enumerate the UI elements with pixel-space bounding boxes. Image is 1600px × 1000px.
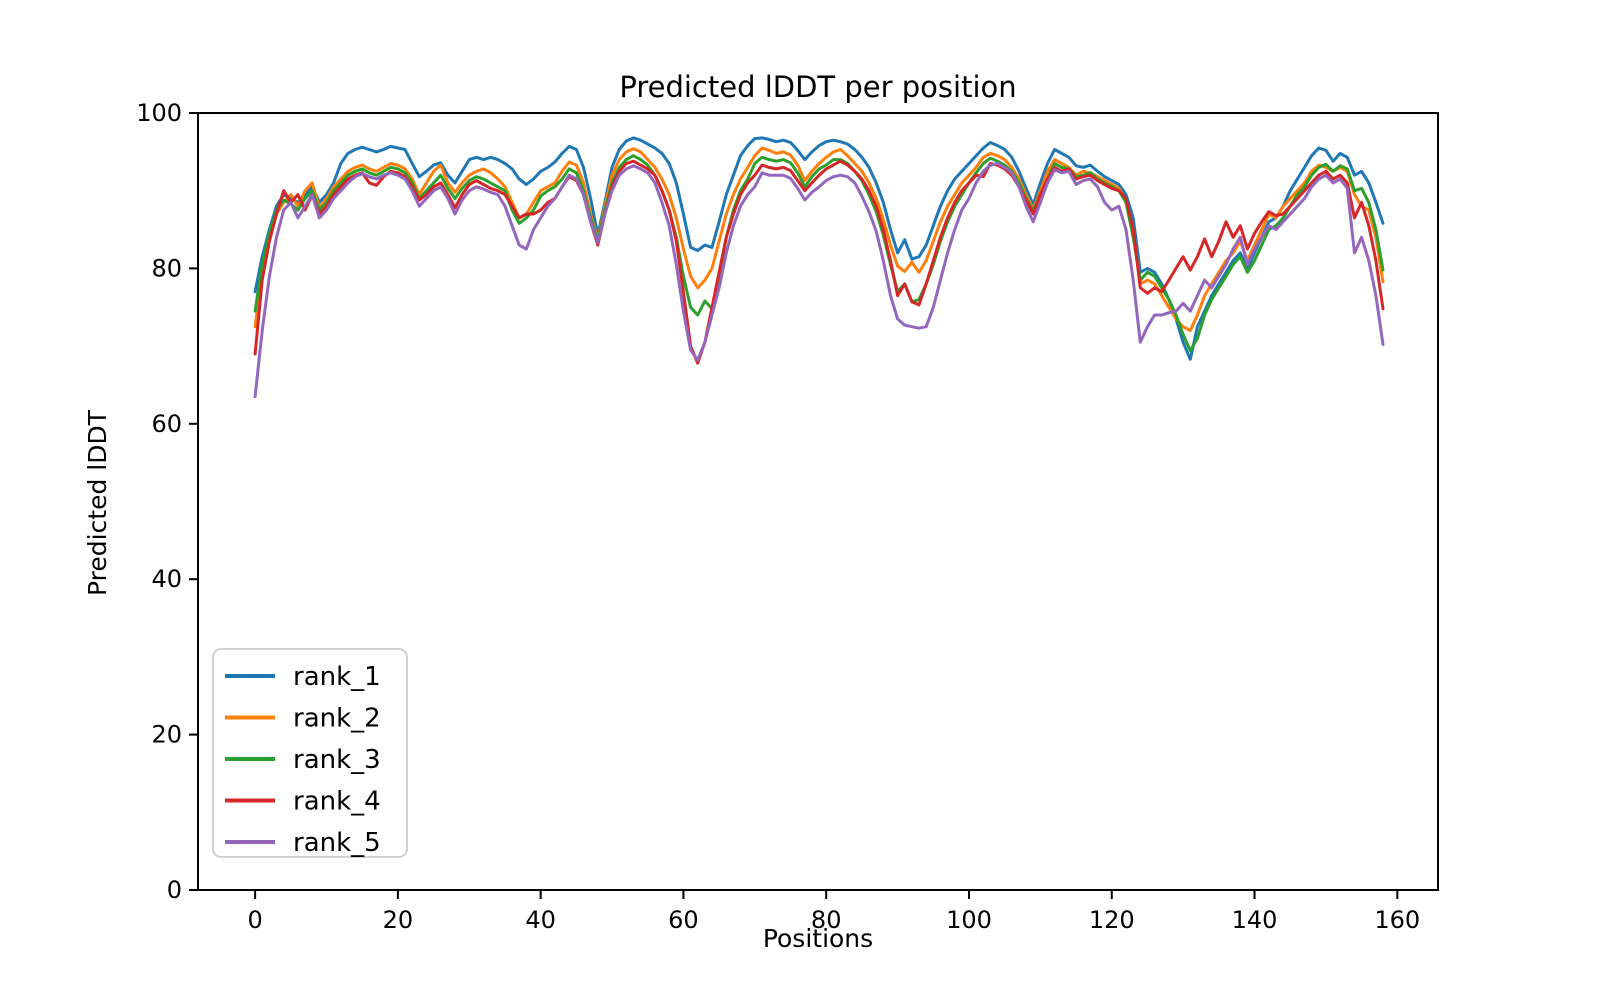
x-tick-label: 120 [1089, 906, 1135, 934]
y-tick-label: 100 [136, 99, 182, 127]
series-line-rank_1 [253, 136, 1385, 361]
x-axis-label: Positions [762, 924, 874, 953]
legend-label-rank_2: rank_2 [293, 704, 381, 734]
x-tick-label: 20 [383, 906, 414, 934]
y-tick-label: 40 [151, 565, 182, 593]
series-line-rank_3 [253, 154, 1385, 353]
series-line-rank_4 [253, 159, 1385, 365]
x-tick-label: 80 [811, 906, 842, 934]
legend-label-rank_3: rank_3 [293, 745, 381, 775]
legend-label-rank_1: rank_1 [293, 662, 381, 692]
x-tick-label: 160 [1374, 906, 1420, 934]
y-tick-label: 80 [151, 254, 182, 282]
legend-label-rank_5: rank_5 [293, 828, 381, 858]
series-line-rank_5 [253, 162, 1385, 399]
y-axis-label: Predicted lDDT [83, 409, 112, 597]
legend-box [212, 648, 408, 858]
series-line-rank_2 [253, 146, 1385, 333]
y-tick-label: 0 [167, 876, 182, 904]
x-tick-label: 100 [946, 906, 992, 934]
x-tick-label: 60 [668, 906, 699, 934]
legend-label-rank_4: rank_4 [293, 787, 381, 817]
y-tick-label: 60 [151, 410, 182, 438]
x-tick-label: 0 [247, 906, 262, 934]
x-tick-label: 40 [525, 906, 556, 934]
y-tick-label: 20 [151, 721, 182, 749]
chart-title: Predicted lDDT per position [619, 70, 1017, 104]
x-tick-label: 140 [1232, 906, 1278, 934]
plot-frame [197, 112, 1439, 891]
